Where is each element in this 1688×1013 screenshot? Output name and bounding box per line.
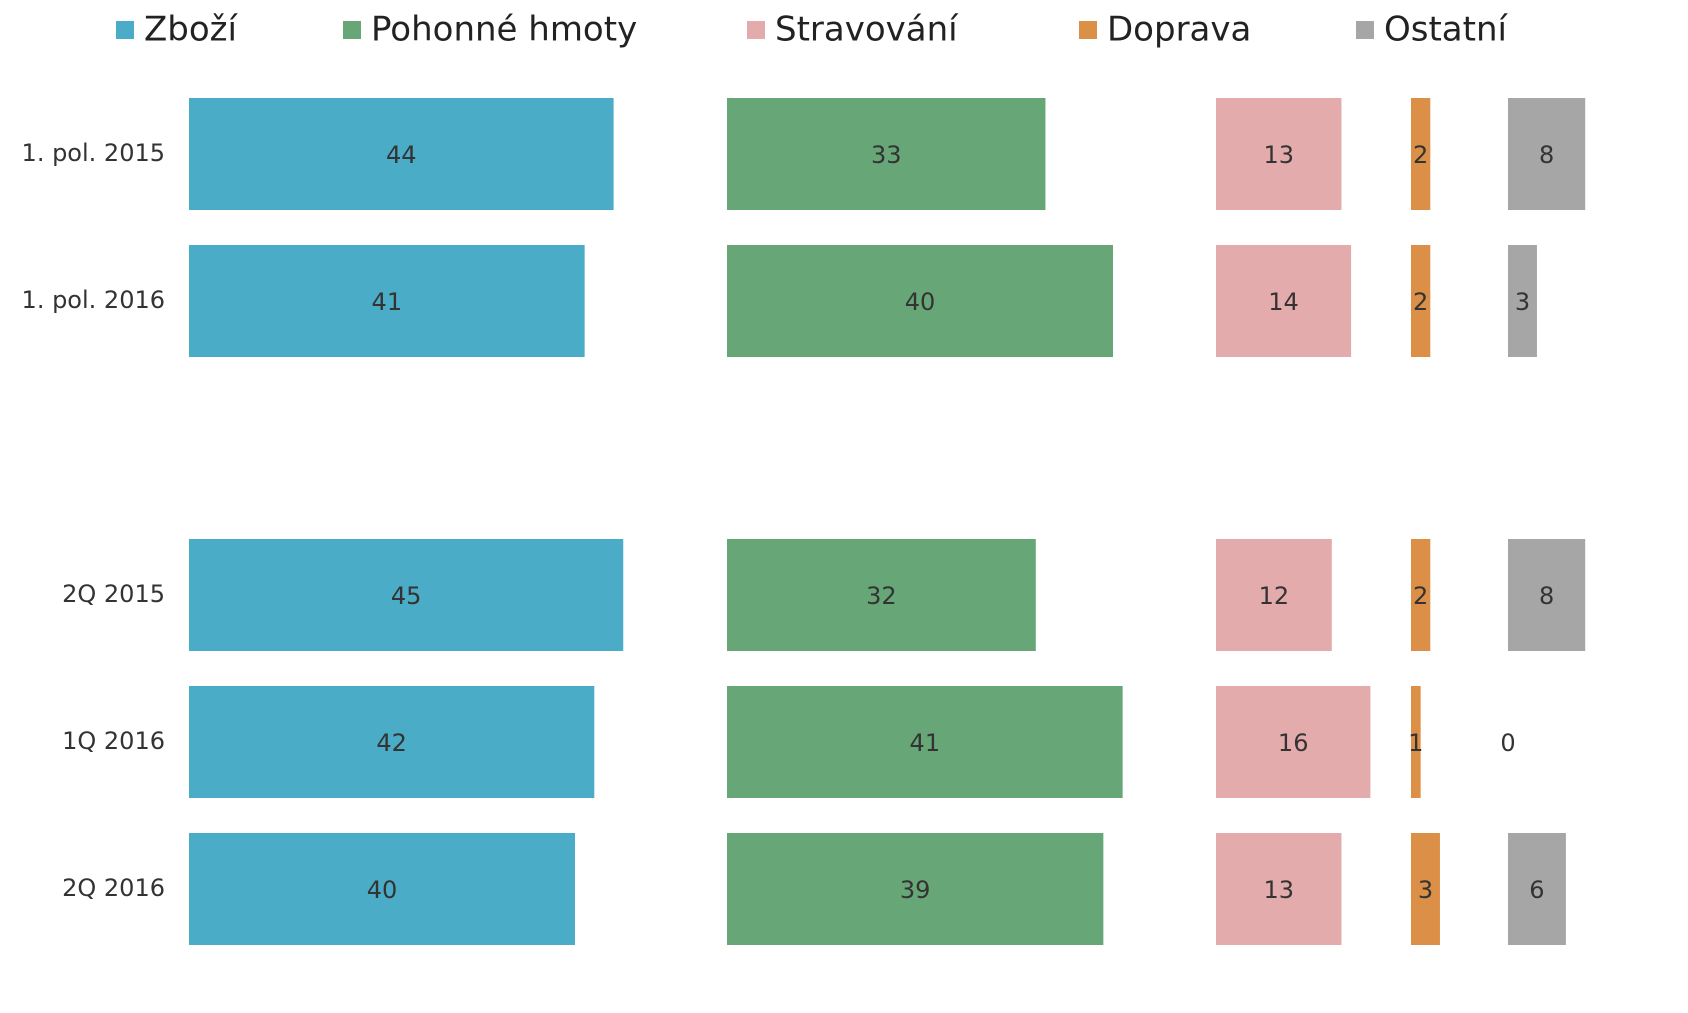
- bar: [189, 833, 575, 945]
- legend-swatch: [1356, 21, 1374, 39]
- legend-label: Zboží: [144, 10, 239, 50]
- bar: [1216, 98, 1342, 210]
- legend-swatch: [747, 21, 765, 39]
- data-label: 1: [1408, 729, 1423, 757]
- data-label: 2: [1413, 288, 1428, 316]
- data-label: 40: [367, 876, 398, 904]
- data-label: 2: [1413, 141, 1428, 169]
- data-label: 8: [1539, 582, 1554, 610]
- bar: [1508, 245, 1537, 357]
- category-label: 2Q 2016: [62, 874, 165, 902]
- legend-swatch: [343, 21, 361, 39]
- bar: [727, 539, 1036, 651]
- data-label: 2: [1413, 582, 1428, 610]
- data-label: 3: [1515, 288, 1530, 316]
- bar: [727, 686, 1123, 798]
- data-label: 13: [1263, 141, 1294, 169]
- data-label: 13: [1263, 876, 1294, 904]
- bar: [727, 833, 1104, 945]
- data-label: 16: [1278, 729, 1309, 757]
- data-label: 41: [372, 288, 403, 316]
- bar: [189, 686, 595, 798]
- legend-label: Stravování: [775, 10, 959, 50]
- data-label: 8: [1539, 141, 1554, 169]
- bar: [1411, 833, 1440, 945]
- bar: [1216, 833, 1342, 945]
- data-label: 39: [900, 876, 931, 904]
- bar: [189, 98, 614, 210]
- bar: [1216, 686, 1371, 798]
- bar: [727, 98, 1046, 210]
- category-label: 1. pol. 2016: [22, 286, 165, 314]
- legend-swatch: [1079, 21, 1097, 39]
- data-label: 41: [910, 729, 941, 757]
- bar: [1411, 539, 1431, 651]
- bar: [189, 539, 624, 651]
- data-label: 14: [1268, 288, 1299, 316]
- data-label: 32: [866, 582, 897, 610]
- data-label: 40: [905, 288, 936, 316]
- bar: [1508, 98, 1586, 210]
- data-label: 44: [386, 141, 417, 169]
- bar: [1411, 98, 1431, 210]
- bar: [1508, 539, 1586, 651]
- data-label: 0: [1500, 729, 1515, 757]
- category-label: 1. pol. 2015: [22, 139, 165, 167]
- data-label: 42: [376, 729, 407, 757]
- legend-label: Pohonné hmoty: [371, 10, 637, 50]
- bar: [1216, 245, 1352, 357]
- bar: [189, 245, 585, 357]
- bar: [1508, 833, 1566, 945]
- data-label: 12: [1259, 582, 1290, 610]
- bar: [727, 245, 1113, 357]
- data-label: 33: [871, 141, 902, 169]
- data-label: 3: [1418, 876, 1433, 904]
- category-label: 1Q 2016: [62, 727, 165, 755]
- category-label: 2Q 2015: [62, 580, 165, 608]
- bar: [1216, 539, 1332, 651]
- data-label: 6: [1529, 876, 1544, 904]
- legend-swatch: [116, 21, 134, 39]
- legend-label: Doprava: [1107, 10, 1251, 50]
- bar: [1411, 245, 1431, 357]
- bar: [1411, 686, 1421, 798]
- data-label: 45: [391, 582, 422, 610]
- legend-label: Ostatní: [1384, 10, 1509, 50]
